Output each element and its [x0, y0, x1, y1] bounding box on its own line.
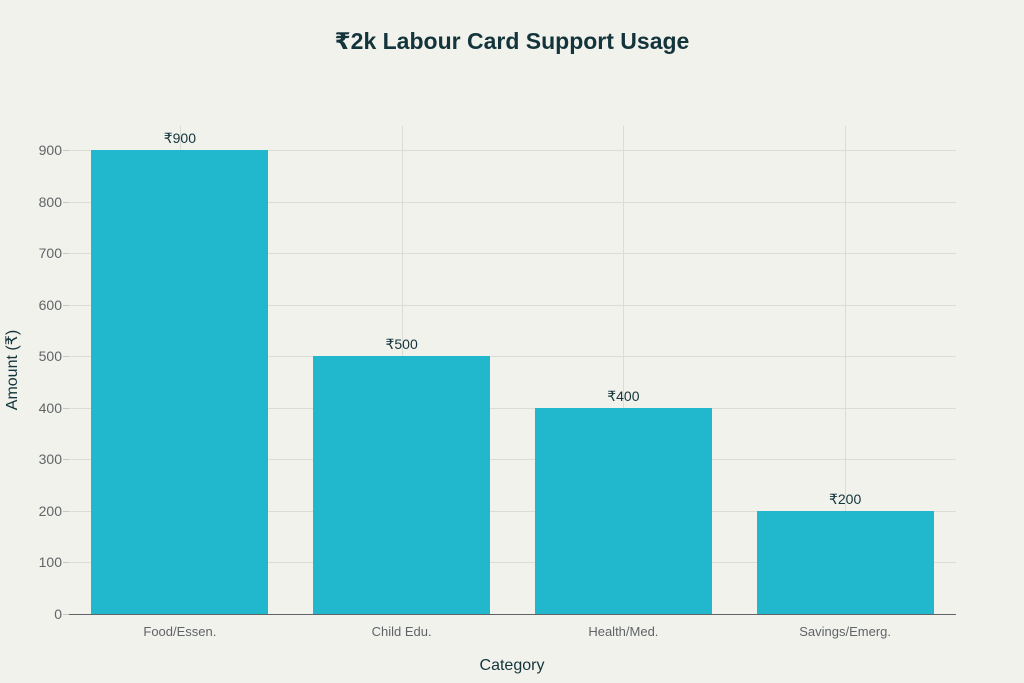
gridline-horizontal: [69, 407, 956, 409]
y-tick-mark: [63, 562, 69, 564]
y-tick-label: 900: [38, 142, 62, 158]
y-tick-label: 200: [38, 502, 62, 519]
bar[interactable]: [534, 407, 712, 614]
y-tick-mark: [63, 304, 69, 306]
y-tick-label: 800: [38, 193, 62, 210]
gridline-horizontal: [69, 562, 956, 564]
y-tick-mark: [63, 459, 69, 461]
chart-title: ₹2k Labour Card Support Usage: [334, 28, 690, 54]
gridline-horizontal: [69, 459, 956, 461]
y-tick-label: 0: [54, 606, 62, 622]
gridline-horizontal: [69, 150, 956, 151]
x-tick-label: Savings/Emerg.: [799, 624, 891, 639]
gridline-horizontal: [69, 304, 956, 306]
y-tick-label: 100: [38, 554, 62, 571]
bar-value-label: ₹500: [385, 336, 418, 353]
y-tick-mark: [63, 614, 69, 615]
x-tick-label: Health/Med.: [588, 624, 659, 639]
bar[interactable]: [313, 356, 491, 614]
gridline-vertical: [845, 126, 847, 614]
y-tick-label: 400: [38, 399, 62, 416]
y-axis-label: Amount (₹): [4, 329, 21, 411]
x-axis-line: [69, 614, 956, 615]
x-tick-label: Child Edu.: [371, 624, 432, 639]
bar-value-label: ₹900: [163, 130, 196, 146]
y-tick-label: 500: [38, 348, 62, 365]
x-tick-label: Food/Essen.: [143, 624, 217, 639]
bar-value-label: ₹400: [607, 387, 640, 404]
plot-area: ₹900 ₹500 ₹400 ₹200: [69, 126, 956, 614]
gridline-horizontal: [69, 356, 956, 358]
gridline-horizontal: [69, 253, 956, 255]
y-tick-label: 300: [38, 451, 62, 468]
y-tick-label: 700: [38, 245, 62, 262]
x-axis-label: Category: [479, 657, 545, 674]
gridline-horizontal: [69, 510, 956, 512]
bar[interactable]: [756, 510, 934, 614]
bar[interactable]: [91, 150, 269, 614]
y-tick-label: 600: [38, 296, 62, 313]
bar-value-label: ₹200: [828, 490, 862, 507]
y-tick-mark: [63, 407, 69, 409]
y-tick-mark: [63, 201, 69, 203]
y-tick-mark: [63, 356, 69, 358]
gridline-horizontal: [69, 201, 956, 203]
y-tick-mark: [63, 150, 69, 151]
gridline-vertical: [623, 126, 625, 614]
y-tick-mark: [63, 253, 69, 255]
y-tick-mark: [63, 510, 69, 512]
